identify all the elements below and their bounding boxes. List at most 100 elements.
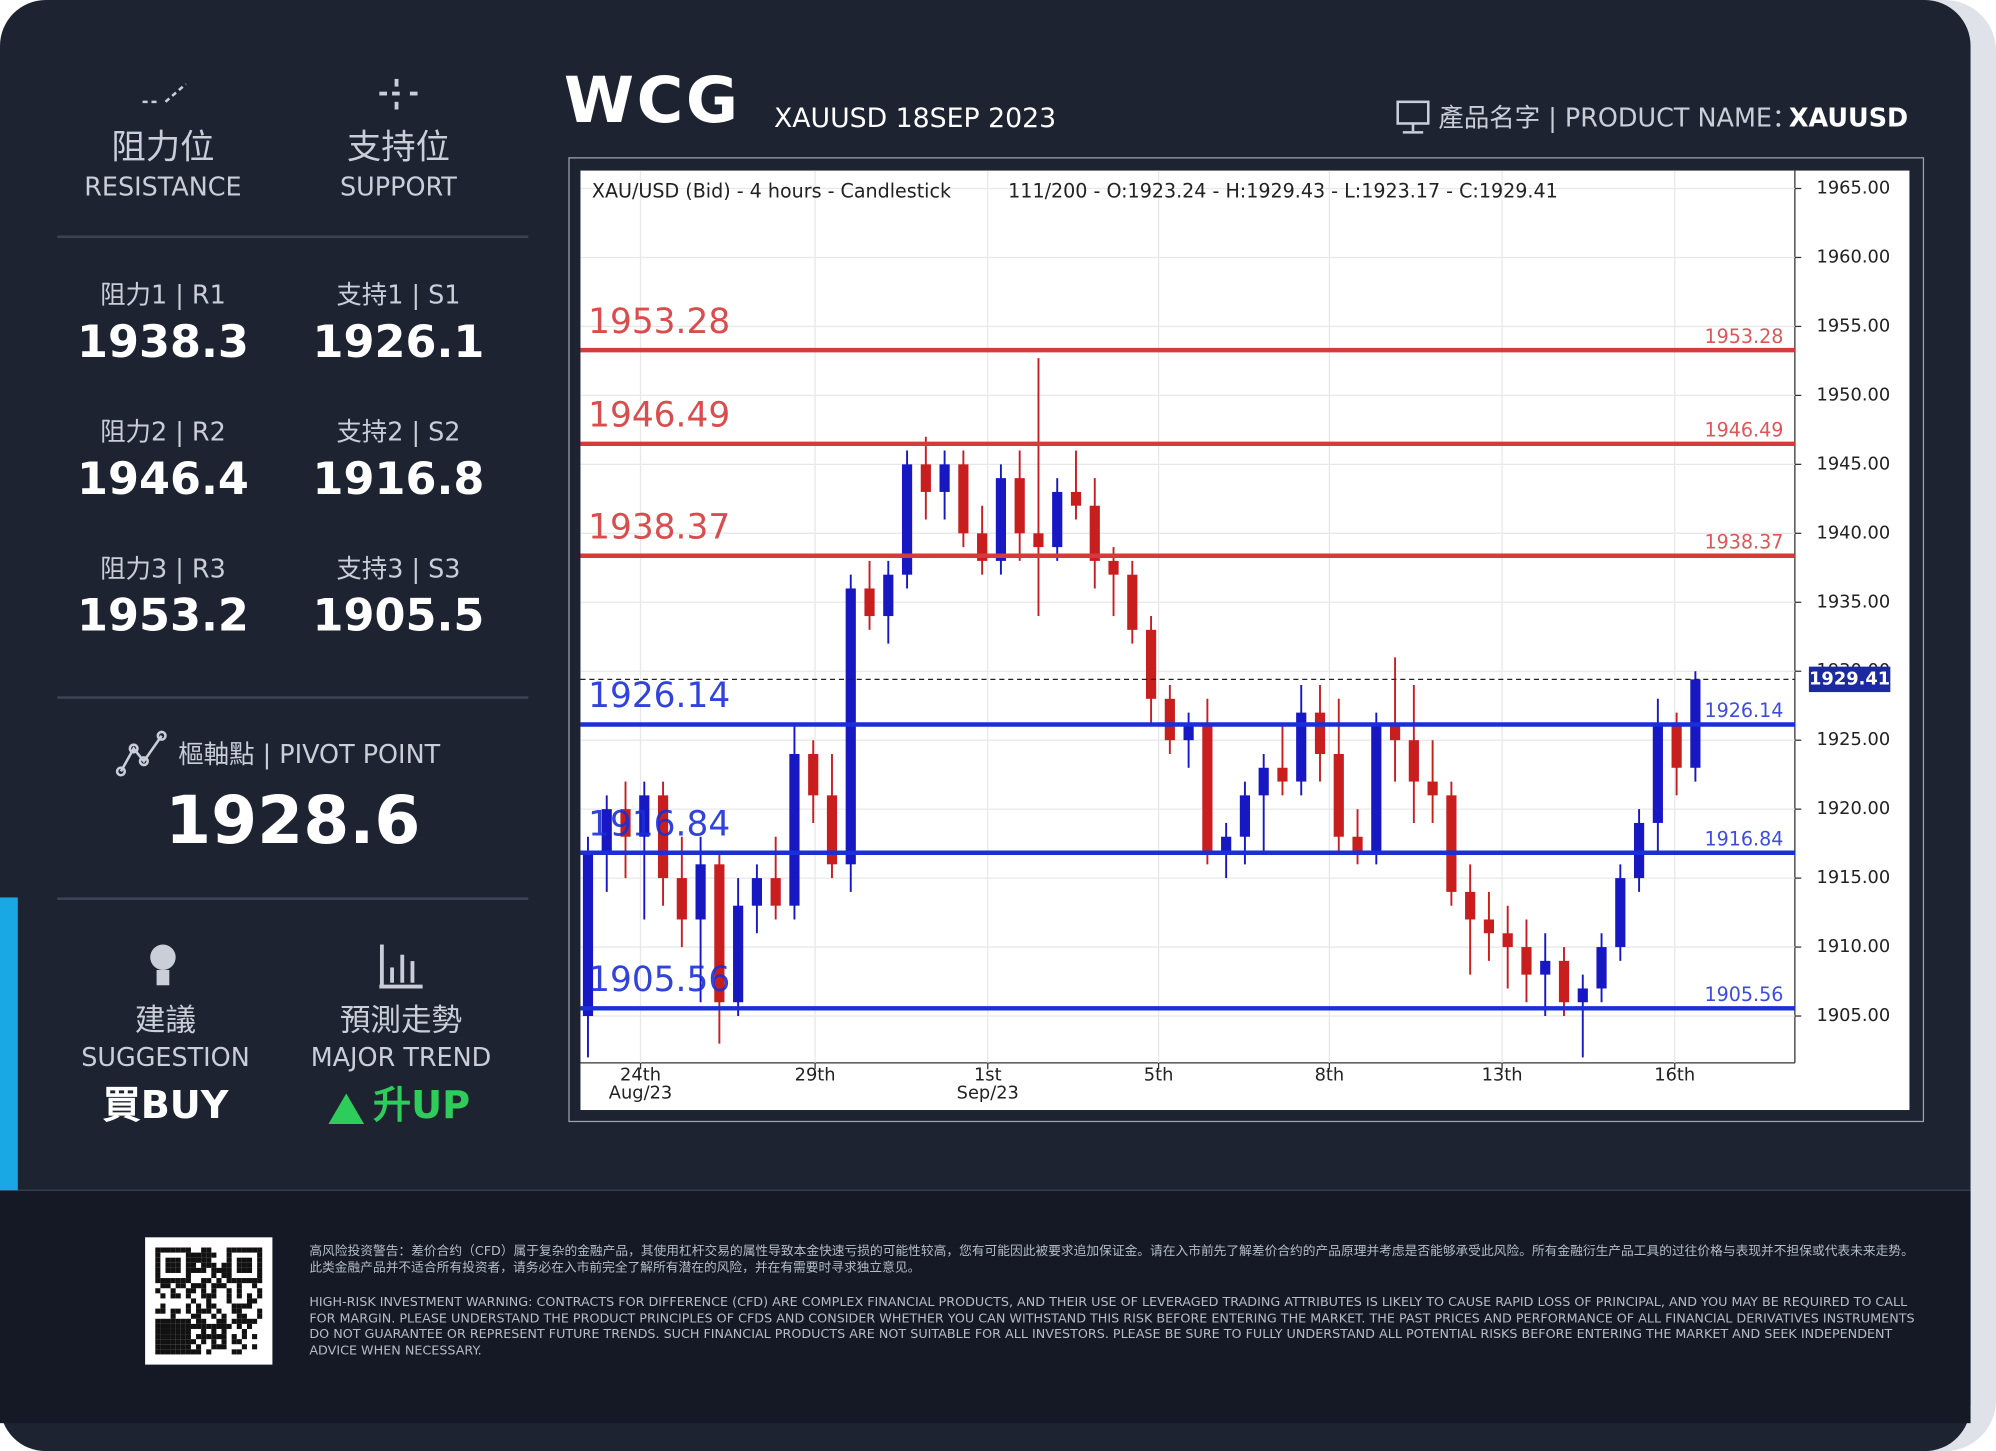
qr-cell <box>185 1334 191 1340</box>
qr-cell <box>175 1257 181 1263</box>
qr-cell <box>155 1262 161 1268</box>
qr-cell <box>170 1293 176 1299</box>
qr-cell <box>252 1278 258 1284</box>
footer-bg <box>0 1190 1971 1424</box>
qr-cell <box>231 1339 237 1345</box>
qr-cell <box>241 1334 247 1340</box>
qr-cell <box>175 1283 181 1289</box>
last-price-badge <box>1808 666 1891 693</box>
level-label: 1946.49 <box>1705 419 1784 442</box>
qr-cell <box>180 1283 186 1289</box>
qr-cell <box>236 1267 242 1273</box>
candle-body <box>789 753 800 906</box>
candle-body <box>1558 960 1570 1003</box>
level-label: 1926.14 <box>588 676 730 716</box>
qr-cell <box>226 1267 232 1273</box>
qr-cell <box>231 1334 237 1340</box>
candle-body <box>808 753 819 796</box>
qr-cell <box>201 1334 207 1340</box>
chart-title: XAU/USD (Bid) - 4 hours - Candlestick <box>592 180 951 203</box>
last-price-label: 1929.41 <box>1809 668 1890 689</box>
qr-cell <box>185 1339 191 1345</box>
qr-cell <box>252 1247 258 1253</box>
level-value: 1946.4 <box>77 453 249 505</box>
qr-cell <box>236 1313 242 1319</box>
candle-body <box>1671 726 1682 768</box>
qr-cell <box>155 1252 161 1258</box>
qr-cell <box>170 1349 176 1355</box>
qr-cell <box>211 1313 217 1319</box>
y-tick-label: 1910.00 <box>1817 936 1891 957</box>
candle-body <box>1465 891 1476 920</box>
candle-body <box>1446 795 1457 892</box>
qr-cell <box>221 1323 227 1329</box>
level-label: 支持3 | S3 <box>336 554 460 584</box>
qr-cell <box>165 1262 171 1268</box>
candle-body <box>1502 933 1513 948</box>
qr-cell <box>236 1278 242 1284</box>
qr-cell <box>155 1288 161 1294</box>
qr-cell <box>201 1267 207 1273</box>
qr-cell <box>196 1344 202 1350</box>
qr-cell <box>185 1349 191 1355</box>
qr-cell <box>221 1328 227 1335</box>
qr-cell <box>221 1318 227 1324</box>
candle-body <box>1408 740 1419 782</box>
qr-cell <box>185 1318 191 1324</box>
qr-cell <box>175 1323 181 1329</box>
qr-cell <box>155 1308 161 1314</box>
candle-body <box>620 809 631 837</box>
level-label: 阻力2 | R2 <box>100 417 226 447</box>
candle-body <box>1652 726 1663 823</box>
qr-cell <box>206 1247 212 1253</box>
candle-body <box>1239 795 1251 837</box>
qr-cell <box>180 1247 186 1253</box>
qr-cell <box>160 1283 166 1289</box>
qr-cell <box>221 1283 227 1289</box>
qr-cell <box>206 1298 212 1304</box>
candle-body <box>995 478 1007 561</box>
subtitle: XAUUSD 18SEP 2023 <box>774 103 1056 134</box>
level-value: 1953.2 <box>77 590 249 642</box>
y-tick-label: 1965.00 <box>1817 178 1891 199</box>
qr-cell <box>196 1267 202 1273</box>
qr-cell <box>201 1262 207 1268</box>
candle-body <box>657 795 669 879</box>
qr-cell <box>226 1272 232 1279</box>
qr-cell <box>257 1262 263 1268</box>
accent <box>0 897 18 1191</box>
level-label: 1905.56 <box>1705 983 1784 1006</box>
candle-body <box>1483 919 1495 934</box>
qr-cell <box>190 1257 197 1263</box>
candle-body <box>958 464 969 534</box>
qr-cell <box>165 1278 171 1284</box>
qr-cell <box>252 1344 258 1350</box>
qr-cell <box>257 1247 263 1253</box>
qr-cell <box>201 1293 207 1299</box>
qr-cell <box>196 1334 202 1340</box>
y-tick-label: 1925.00 <box>1817 729 1891 750</box>
qr-cell <box>241 1267 247 1273</box>
qr-cell <box>236 1262 242 1268</box>
qr-cell <box>170 1308 176 1314</box>
candle-body <box>733 905 744 1003</box>
qr-cell <box>246 1278 253 1284</box>
candle-body <box>864 588 875 617</box>
qr-cell <box>196 1318 202 1324</box>
qr-cell <box>160 1303 166 1309</box>
qr-cell <box>185 1247 191 1253</box>
candle-body <box>1314 712 1326 754</box>
qr-cell <box>165 1339 171 1345</box>
qr-cell <box>206 1303 212 1309</box>
candle-body <box>1521 947 1532 975</box>
qr-cell <box>190 1252 197 1258</box>
qr-cell <box>175 1308 181 1314</box>
resistance-icon <box>142 83 187 104</box>
qr-cell <box>226 1298 232 1304</box>
level-label: 1938.37 <box>1705 531 1784 554</box>
disclaimer-en: HIGH-RISK INVESTMENT WARNING: CONTRACTS … <box>309 1295 1915 1358</box>
qr-cell <box>201 1283 207 1289</box>
monitor-icon <box>1396 100 1430 134</box>
qr-cell <box>165 1247 171 1253</box>
level-label: 阻力3 | R3 <box>100 554 226 584</box>
